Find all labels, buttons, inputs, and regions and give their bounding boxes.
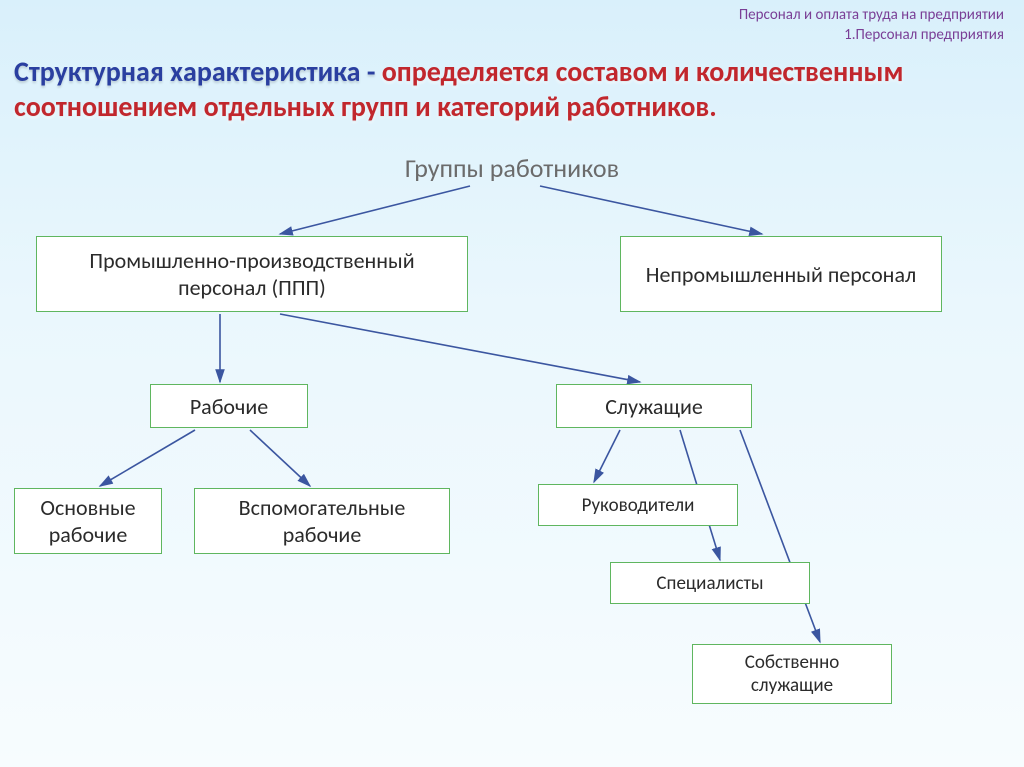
page-title: Структурная характеристика - определяетс…: [14, 54, 1010, 124]
arrow-5: [250, 430, 310, 486]
title-main: Структурная характеристика -: [14, 54, 382, 89]
meta-line2: 1.Персонал предприятия: [739, 26, 1004, 46]
node-specialists: Специалисты: [610, 562, 810, 604]
arrow-1: [540, 186, 762, 234]
arrow-3: [280, 314, 640, 382]
node-ppp: Промышленно-производственный персонал (П…: [36, 236, 468, 312]
node-auxworkers: Вспомогательные рабочие: [194, 488, 450, 554]
subtitle: Группы работников: [0, 152, 1024, 184]
arrow-8: [740, 430, 820, 642]
node-mainworkers: Основные рабочие: [14, 488, 162, 554]
arrow-4: [100, 430, 195, 486]
header-meta: Персонал и оплата труда на предприятии 1…: [739, 6, 1004, 45]
arrow-0: [280, 186, 470, 234]
arrow-6: [594, 430, 620, 482]
node-managers: Руководители: [538, 484, 738, 526]
node-actual: Собственно служащие: [692, 644, 892, 704]
node-nonind: Непромышленный персонал: [620, 236, 942, 312]
node-employees: Служащие: [556, 384, 752, 428]
meta-line1: Персонал и оплата труда на предприятии: [739, 6, 1004, 26]
node-workers: Рабочие: [150, 384, 308, 428]
